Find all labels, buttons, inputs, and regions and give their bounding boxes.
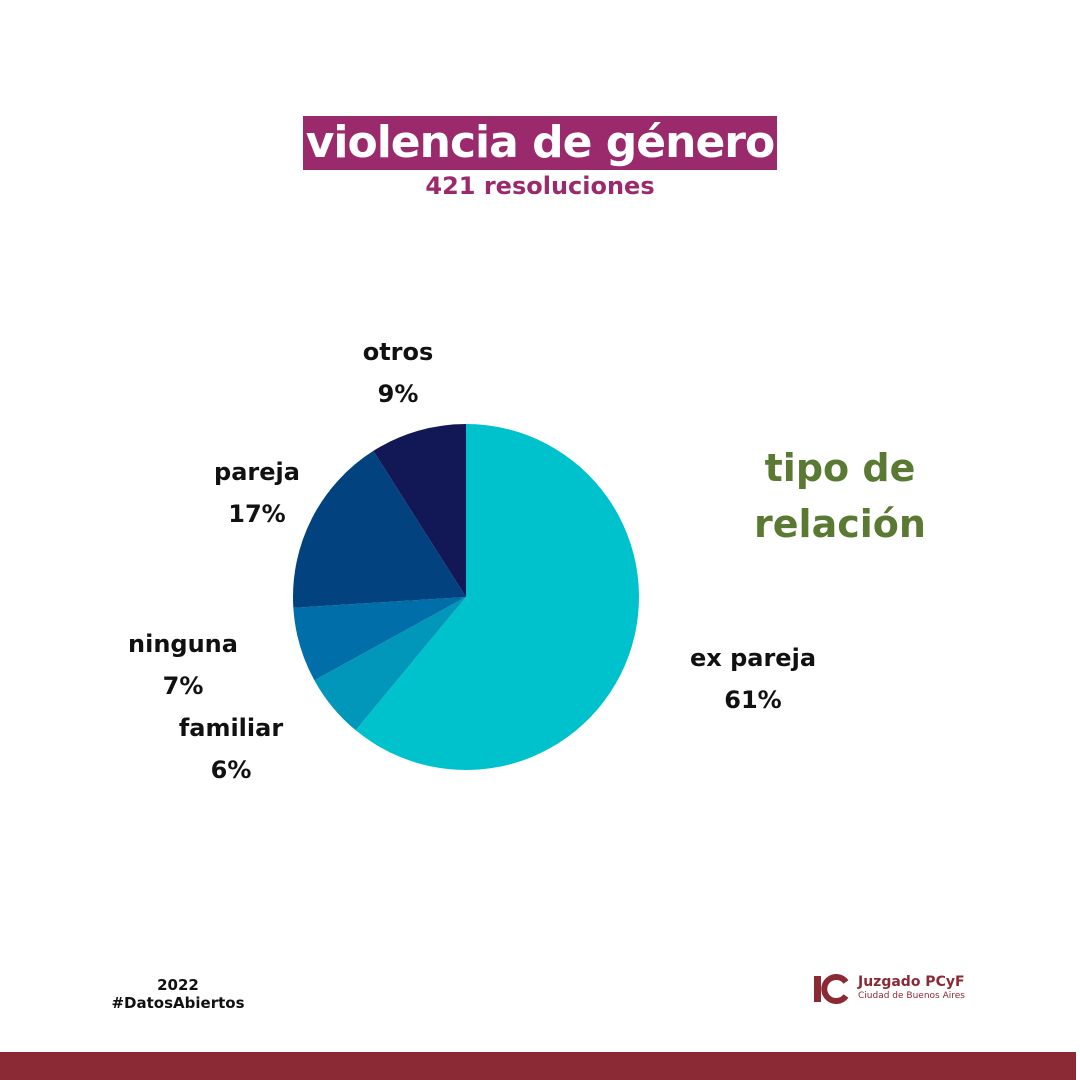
bottom-bar [0,1052,1076,1080]
slice-value-label: 9% [378,380,419,408]
page-subtitle: 421 resoluciones [425,172,655,200]
court-city: Ciudad de Buenos Aires [858,991,965,1001]
court-logo-mark-icon [814,974,849,1004]
page-title: violencia de género [302,116,778,170]
pie-slice-ex-pareja [355,424,640,770]
footer-hashtag: #DatosAbiertos [111,994,245,1012]
side-label-line2: relación [754,502,926,546]
court-logo-text: Juzgado PCyF Ciudad de Buenos Aires [858,974,965,1002]
slice-category-label: ex pareja [690,644,816,672]
footer-year: 2022 [157,976,199,994]
pie-slice-pareja [293,450,466,608]
title-wrap: violencia de género [0,116,1080,170]
slice-category-label: pareja [214,458,300,486]
slice-category-label: ninguna [128,630,238,658]
pie-slice-familiar [314,597,466,731]
slice-value-label: 17% [228,500,285,528]
pie-slice-ninguna [293,597,466,681]
slice-value-label: 7% [163,672,204,700]
slice-value-label: 61% [724,686,781,714]
court-name: Juzgado PCyF [858,974,965,990]
chart-side-label: tipo de relación [700,440,980,552]
side-label-line1: tipo de [764,446,916,490]
slice-category-label: otros [363,338,434,366]
pie-slice-otros [373,424,466,597]
slice-value-label: 6% [211,756,252,784]
footer-info: 2022 #DatosAbiertos [108,976,248,1012]
slice-category-label: familiar [179,714,284,742]
